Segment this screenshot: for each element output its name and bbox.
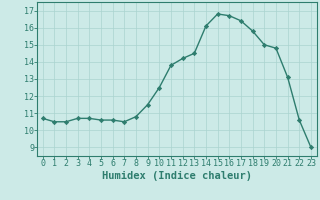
- X-axis label: Humidex (Indice chaleur): Humidex (Indice chaleur): [102, 171, 252, 181]
